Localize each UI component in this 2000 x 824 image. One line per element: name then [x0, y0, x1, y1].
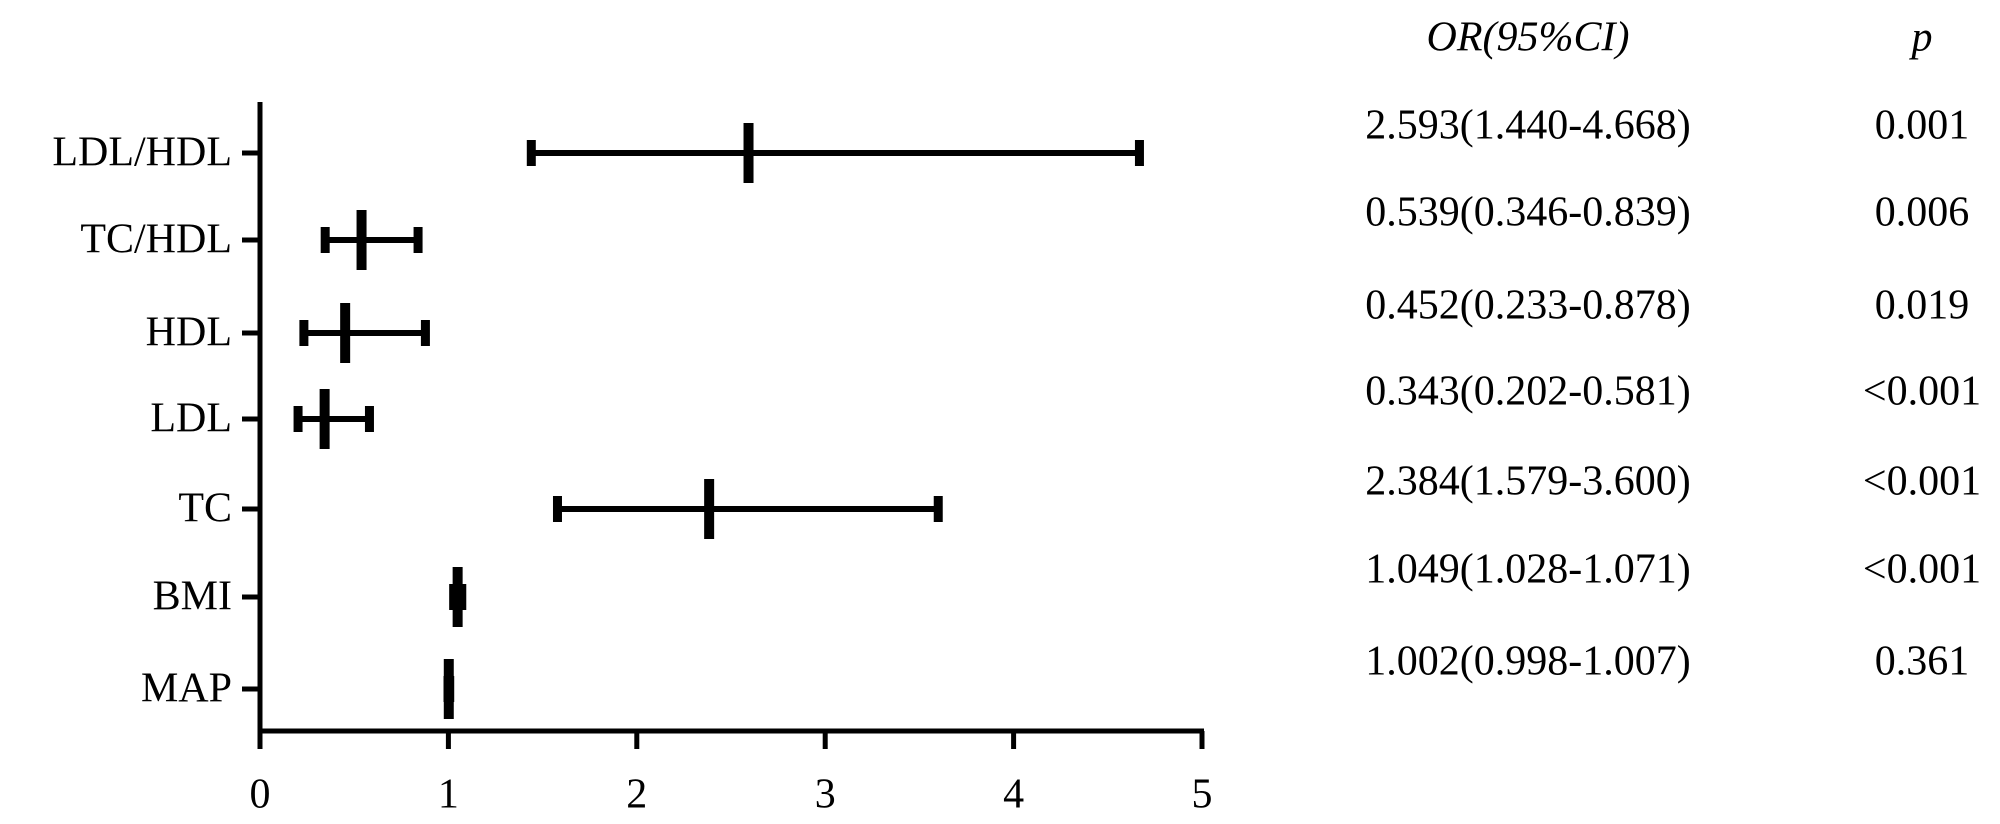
or-ci-label: 1.049(1.028-1.071)	[1365, 547, 1690, 593]
or-ci-label: 0.343(0.202-0.581)	[1365, 369, 1690, 415]
or-ci-label: 1.002(0.998-1.007)	[1365, 639, 1690, 685]
y-tick-label: HDL	[146, 310, 232, 356]
x-tick-label: 3	[815, 772, 836, 818]
x-tick-label: 1	[438, 772, 459, 818]
p-value-label: 0.006	[1875, 190, 1970, 236]
x-tick-label: 5	[1192, 772, 1213, 818]
y-tick-label: BMI	[153, 574, 232, 620]
y-tick-label: MAP	[141, 666, 232, 712]
x-tick-label: 2	[626, 772, 647, 818]
p-value-label: 0.019	[1875, 283, 1970, 329]
or-header: OR(95%CI)	[1427, 15, 1630, 61]
p-value-label: <0.001	[1863, 547, 1981, 593]
or-ci-label: 0.452(0.233-0.878)	[1365, 283, 1690, 329]
p-value-label: <0.001	[1863, 369, 1981, 415]
y-tick-label: TC/HDL	[80, 217, 232, 263]
or-ci-label: 2.593(1.440-4.668)	[1365, 103, 1690, 149]
or-ci-label: 0.539(0.346-0.839)	[1365, 190, 1690, 236]
x-tick-label: 4	[1003, 772, 1024, 818]
p-value-label: 0.361	[1875, 639, 1970, 685]
p-value-label: 0.001	[1875, 103, 1970, 149]
y-tick-label: LDL/HDL	[52, 130, 232, 176]
y-tick-label: LDL	[150, 396, 232, 442]
y-tick-label: TC	[178, 486, 232, 532]
or-ci-label: 2.384(1.579-3.600)	[1365, 459, 1690, 505]
p-header: p	[1909, 15, 1933, 61]
x-tick-label: 0	[250, 772, 271, 818]
p-value-label: <0.001	[1863, 459, 1981, 505]
